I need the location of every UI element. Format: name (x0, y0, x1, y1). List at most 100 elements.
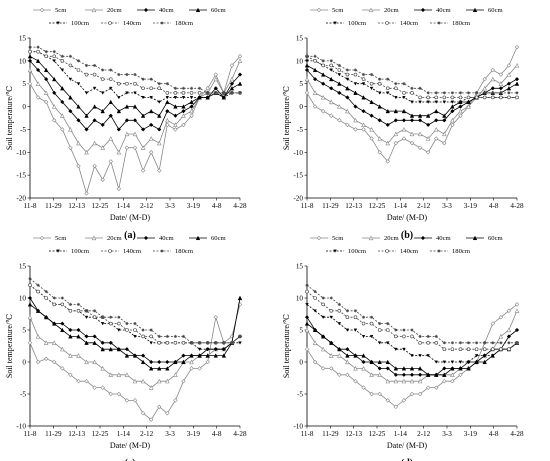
data-point (483, 341, 487, 345)
data-point (304, 63, 310, 68)
data-point (27, 81, 33, 86)
x-tick-label: 11-8 (24, 430, 37, 438)
data-point (353, 82, 358, 86)
data-point (345, 328, 350, 332)
data-point (345, 372, 350, 378)
data-point (329, 296, 333, 300)
data-point (148, 366, 154, 371)
data-point (401, 126, 407, 132)
data-point (108, 340, 113, 345)
data-point (312, 90, 318, 95)
data-point (466, 366, 471, 371)
data-point (401, 398, 407, 403)
data-point (401, 378, 407, 384)
data-point (238, 91, 242, 95)
data-point (230, 341, 234, 345)
data-point (370, 72, 374, 77)
data-point (36, 45, 40, 49)
data-point (402, 334, 406, 339)
legend-marker (56, 249, 60, 253)
data-point (173, 372, 178, 377)
data-point (229, 63, 235, 68)
series-140cm (28, 49, 242, 95)
legend-label: 100cm (71, 248, 90, 255)
data-point (434, 108, 439, 114)
data-point (132, 131, 138, 137)
data-point (474, 359, 479, 365)
data-point (43, 90, 49, 95)
data-point (361, 122, 366, 127)
series-20cm (304, 308, 520, 384)
data-point (417, 391, 423, 397)
y-tick-label: -20 (293, 195, 303, 203)
data-point (205, 96, 210, 100)
data-point (197, 353, 202, 358)
data-point (92, 385, 97, 390)
data-point (361, 315, 366, 319)
data-point (237, 54, 243, 59)
data-point (189, 91, 194, 95)
data-point (108, 391, 113, 397)
x-tick-label: 12-25 (92, 430, 109, 438)
data-point (60, 54, 64, 58)
data-point (450, 372, 455, 377)
data-point (345, 353, 350, 358)
legend-label: 140cm (400, 20, 419, 27)
data-point (35, 81, 41, 86)
data-point (450, 360, 455, 364)
data-point (206, 91, 210, 95)
data-point (442, 100, 447, 104)
series-line (306, 310, 518, 382)
legend-marker (56, 21, 60, 25)
data-point (27, 67, 33, 73)
data-point (213, 86, 218, 91)
y-axis-label: Soil temperature/℃ (282, 86, 291, 150)
data-point (329, 366, 334, 371)
data-point (474, 95, 479, 100)
data-point (361, 72, 366, 77)
data-point (205, 353, 210, 358)
data-point (197, 347, 202, 352)
data-point (345, 309, 349, 313)
data-point (394, 96, 398, 100)
data-point (514, 308, 520, 313)
data-point (498, 72, 504, 77)
data-point (43, 340, 49, 345)
data-point (189, 108, 194, 114)
data-point (100, 77, 105, 81)
data-point (353, 104, 358, 109)
y-tick-label: -15 (293, 172, 303, 180)
data-point (60, 366, 65, 371)
data-point (418, 100, 422, 104)
data-point (401, 108, 407, 114)
data-point (369, 81, 374, 86)
data-point (369, 372, 374, 377)
data-point (92, 86, 97, 91)
data-point (305, 59, 309, 63)
legend-marker (160, 249, 164, 253)
data-point (321, 315, 325, 320)
data-point (52, 59, 56, 63)
data-point (76, 327, 81, 333)
data-point (157, 86, 162, 91)
data-point (189, 359, 194, 365)
data-point (450, 104, 455, 109)
data-point (132, 104, 138, 109)
data-point (43, 99, 49, 105)
legend-marker (195, 7, 201, 13)
data-point (181, 359, 186, 365)
data-point (149, 77, 153, 81)
data-point (442, 341, 446, 345)
data-point (157, 359, 162, 365)
data-point (100, 385, 105, 390)
data-point (401, 372, 407, 377)
x-tick-label: 12-13 (68, 202, 85, 210)
series-180cm (28, 45, 242, 95)
data-point (507, 91, 511, 95)
data-point (305, 54, 309, 58)
x-tick-label: 12-25 (369, 430, 386, 438)
legend-marker (385, 21, 389, 25)
data-point (361, 321, 366, 326)
data-point (402, 82, 406, 86)
data-point (401, 366, 407, 371)
